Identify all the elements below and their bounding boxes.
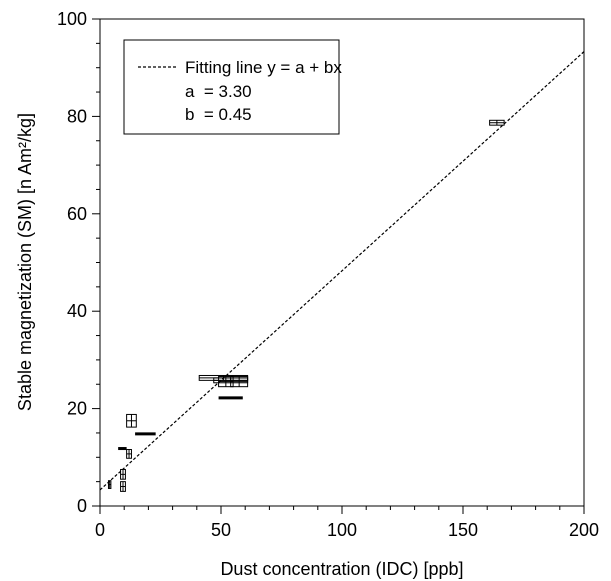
chart-marks [99, 51, 585, 492]
x-tick-label: 100 [327, 520, 357, 540]
y-axis-label: Stable magnetization (SM) [n Am²/kg] [15, 113, 35, 411]
y-tick-label: 60 [67, 204, 87, 224]
fit-line [99, 51, 585, 491]
y-tick-label: 100 [57, 9, 87, 29]
data-point-box [120, 481, 126, 492]
x-tick-label: 0 [95, 520, 105, 540]
x-tick-label: 50 [211, 520, 231, 540]
x-tick-label: 150 [448, 520, 478, 540]
x-axis-label: Dust concentration (IDC) [ppb] [220, 559, 463, 579]
x-tick-label: 200 [569, 520, 599, 540]
y-tick-label: 80 [67, 106, 87, 126]
x-axis: 0 50 100 150 200 [95, 506, 599, 540]
legend: Fitting line y = a + bx a = 3.30 b = 0.4… [123, 39, 342, 135]
data-point-box [107, 480, 112, 489]
y-tick-label: 20 [67, 399, 87, 419]
legend-box [123, 39, 340, 135]
legend-b-value: b = 0.45 [185, 105, 252, 124]
legend-a-value: a = 3.30 [185, 82, 252, 101]
data-point-box [120, 468, 126, 480]
y-tick-label: 0 [77, 496, 87, 516]
data-point-box [213, 377, 249, 384]
data-point-box [126, 449, 132, 459]
legend-fit-label: Fitting line y = a + bx [185, 58, 342, 77]
data-point-box [489, 119, 505, 126]
y-tick-label: 40 [67, 301, 87, 321]
data-point-box [126, 413, 137, 428]
y-axis: 0 20 40 60 80 100 [57, 9, 100, 516]
